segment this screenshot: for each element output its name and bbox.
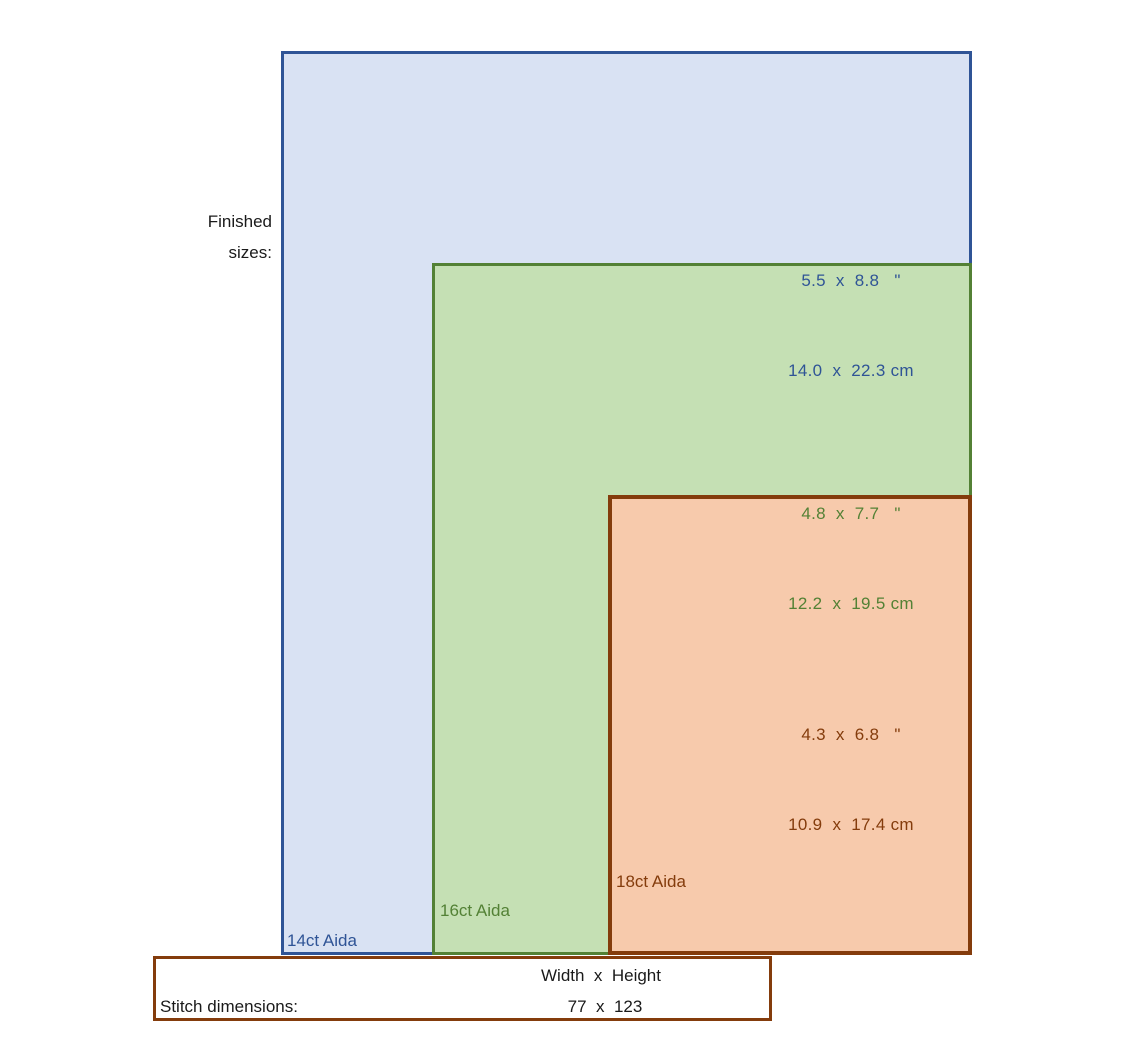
stitch-dimensions-panel: Width x Height Stitch dimensions: 77 x 1… [153,956,772,1021]
finished-sizes-caption-line1: Finished [207,212,272,231]
finished-size-18ct: 4.3 x 6.8 " 10.9 x 17.4 cm [701,660,1001,900]
finished-size-16ct-cm: 12.2 x 19.5 cm [788,594,914,613]
finished-sizes-caption-line2: sizes: [228,243,272,262]
fabric-label-18ct: 18ct Aida [616,872,686,891]
stitch-dimensions-value: 77 x 123 [567,997,643,1016]
fabric-label-16ct: 16ct Aida [440,901,510,920]
finished-size-16ct: 4.8 x 7.7 " 12.2 x 19.5 cm [701,439,1001,679]
finished-size-14ct-inches: 5.5 x 8.8 " [801,271,901,290]
stitch-dimensions-label: Stitch dimensions: [160,997,298,1016]
finished-size-14ct-cm: 14.0 x 22.3 cm [788,361,914,380]
stitch-dimensions-header: Width x Height [541,966,661,985]
finished-size-16ct-inches: 4.8 x 7.7 " [801,504,901,523]
finished-sizes-caption: Finished sizes: [72,206,272,268]
fabric-rect-18ct [608,495,972,955]
finished-size-18ct-cm: 10.9 x 17.4 cm [788,815,914,834]
finished-size-18ct-inches: 4.3 x 6.8 " [801,725,901,744]
fabric-label-14ct: 14ct Aida [287,931,357,950]
finished-size-14ct: 5.5 x 8.8 " 14.0 x 22.3 cm [701,206,1001,446]
